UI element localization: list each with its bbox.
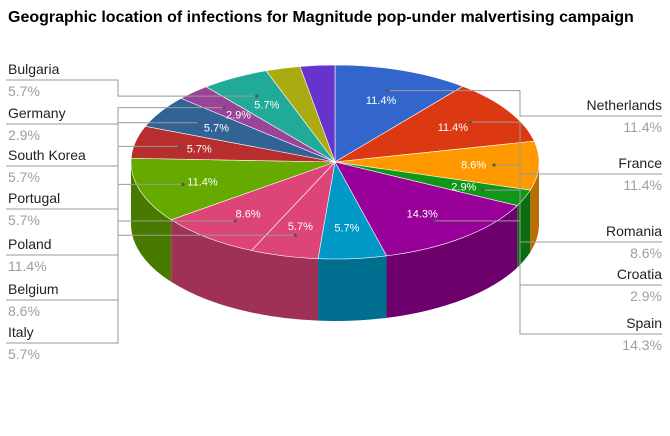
legend-percent-netherlands: 11.4% <box>623 119 662 135</box>
leader-line-belgium <box>6 220 236 301</box>
slice-percent-south-korea-10: 5.7% <box>204 123 229 135</box>
leader-dot-france <box>468 120 472 124</box>
slice-side-poland-8 <box>131 162 172 282</box>
leader-dot-croatia <box>481 188 485 192</box>
leader-dot-romania <box>492 163 496 167</box>
legend-label-spain: Spain <box>626 315 662 331</box>
slice-percent-spain-4: 14.3% <box>407 208 438 220</box>
leader-line-bulgaria <box>6 79 257 97</box>
slice-percent-romania-2: 8.6% <box>461 160 486 172</box>
legend-label-poland: Poland <box>8 236 52 252</box>
legend-label-bulgaria: Bulgaria <box>8 61 60 77</box>
legend-percent-poland: 11.4% <box>8 258 47 274</box>
slice-percent-netherlands-0: 11.4% <box>366 95 397 107</box>
pie-slice-netherlands-0[interactable] <box>334 64 464 163</box>
slice-percent-croatia-3: 2.9% <box>451 181 476 193</box>
leader-line-netherlands <box>387 90 662 117</box>
legend-label-south-korea: South Korea <box>8 147 86 163</box>
leader-dot-netherlands <box>386 89 390 93</box>
slice-percent-bulgaria-12: 5.7% <box>254 100 279 112</box>
legend-percent-south-korea: 5.7% <box>8 169 40 185</box>
legend-label-belgium: Belgium <box>8 281 59 297</box>
slice-percent-unlabeled-5: 5.7% <box>334 223 359 235</box>
slice-percent-poland-8: 11.4% <box>187 176 218 188</box>
pie-slices <box>130 64 540 260</box>
leader-dot-belgium <box>233 219 237 223</box>
legend-percent-italy: 5.7% <box>8 346 40 362</box>
slice-side-spain-4 <box>386 205 518 318</box>
pie-slice-romania-2[interactable] <box>334 140 540 191</box>
leader-line-germany <box>6 107 225 125</box>
leader-dot-spain <box>433 219 437 223</box>
legend-percent-bulgaria: 5.7% <box>8 83 40 99</box>
legend-label-croatia: Croatia <box>617 266 662 282</box>
legend-label-netherlands: Netherlands <box>587 97 663 113</box>
legend-labels: Netherlands 11.4% France 11.4% Romania 8.6% Cr… <box>8 61 662 362</box>
leader-line-spain <box>435 220 662 335</box>
leader-line-portugal <box>6 145 180 210</box>
slice-side-romania-2 <box>530 162 539 253</box>
leader-dot-italy <box>293 233 297 237</box>
slice-side-belgium-7 <box>171 219 252 313</box>
chart-title: Geographic location of infections for Ma… <box>8 9 634 26</box>
leader-dot-bulgaria <box>255 94 259 98</box>
pie-slice-poland-8[interactable] <box>130 157 336 221</box>
leader-dot-poland <box>181 182 185 186</box>
pie-slice-spain-4[interactable] <box>334 161 518 257</box>
slice-side-unlabeled-5 <box>318 255 387 321</box>
legend-label-italy: Italy <box>8 324 34 340</box>
slice-percent-labels: 11.4% 11.4% 8.6% 2.9% 14.3% 5.7% 5.7% 8.6% 11.4%… <box>187 95 487 235</box>
legend-percent-germany: 2.9% <box>8 127 40 143</box>
legend-percent-belgium: 8.6% <box>8 303 40 319</box>
slice-percent-germany-11: 2.9% <box>226 110 251 122</box>
pie-slice-france-1[interactable] <box>334 86 535 163</box>
slice-percent-portugal-9: 5.7% <box>187 143 212 155</box>
leader-line-france <box>470 121 662 175</box>
legend-percent-portugal: 5.7% <box>8 212 40 228</box>
leader-dot-portugal <box>177 144 181 148</box>
slice-side-italy-6 <box>251 250 319 321</box>
leader-dot-south-korea <box>197 121 201 125</box>
leader-lines <box>6 79 662 344</box>
legend-label-germany: Germany <box>8 105 66 121</box>
legend-label-france: France <box>618 155 662 171</box>
leader-dot-germany <box>222 106 226 110</box>
legend-label-portugal: Portugal <box>8 190 60 206</box>
leader-line-south-korea <box>6 122 200 167</box>
leader-line-poland <box>6 183 183 256</box>
slice-percent-france-1: 11.4% <box>438 122 469 134</box>
legend-percent-france: 11.4% <box>623 177 662 193</box>
pie-depth <box>131 162 539 321</box>
legend-percent-romania: 8.6% <box>630 245 662 261</box>
legend-label-romania: Romania <box>606 223 662 239</box>
slice-percent-belgium-7: 8.6% <box>236 208 261 220</box>
legend-percent-croatia: 2.9% <box>630 288 662 304</box>
legend-percent-spain: 14.3% <box>622 337 662 353</box>
slice-percent-italy-6: 5.7% <box>288 221 313 233</box>
pie-slice-unlabeled-14[interactable] <box>299 64 336 163</box>
